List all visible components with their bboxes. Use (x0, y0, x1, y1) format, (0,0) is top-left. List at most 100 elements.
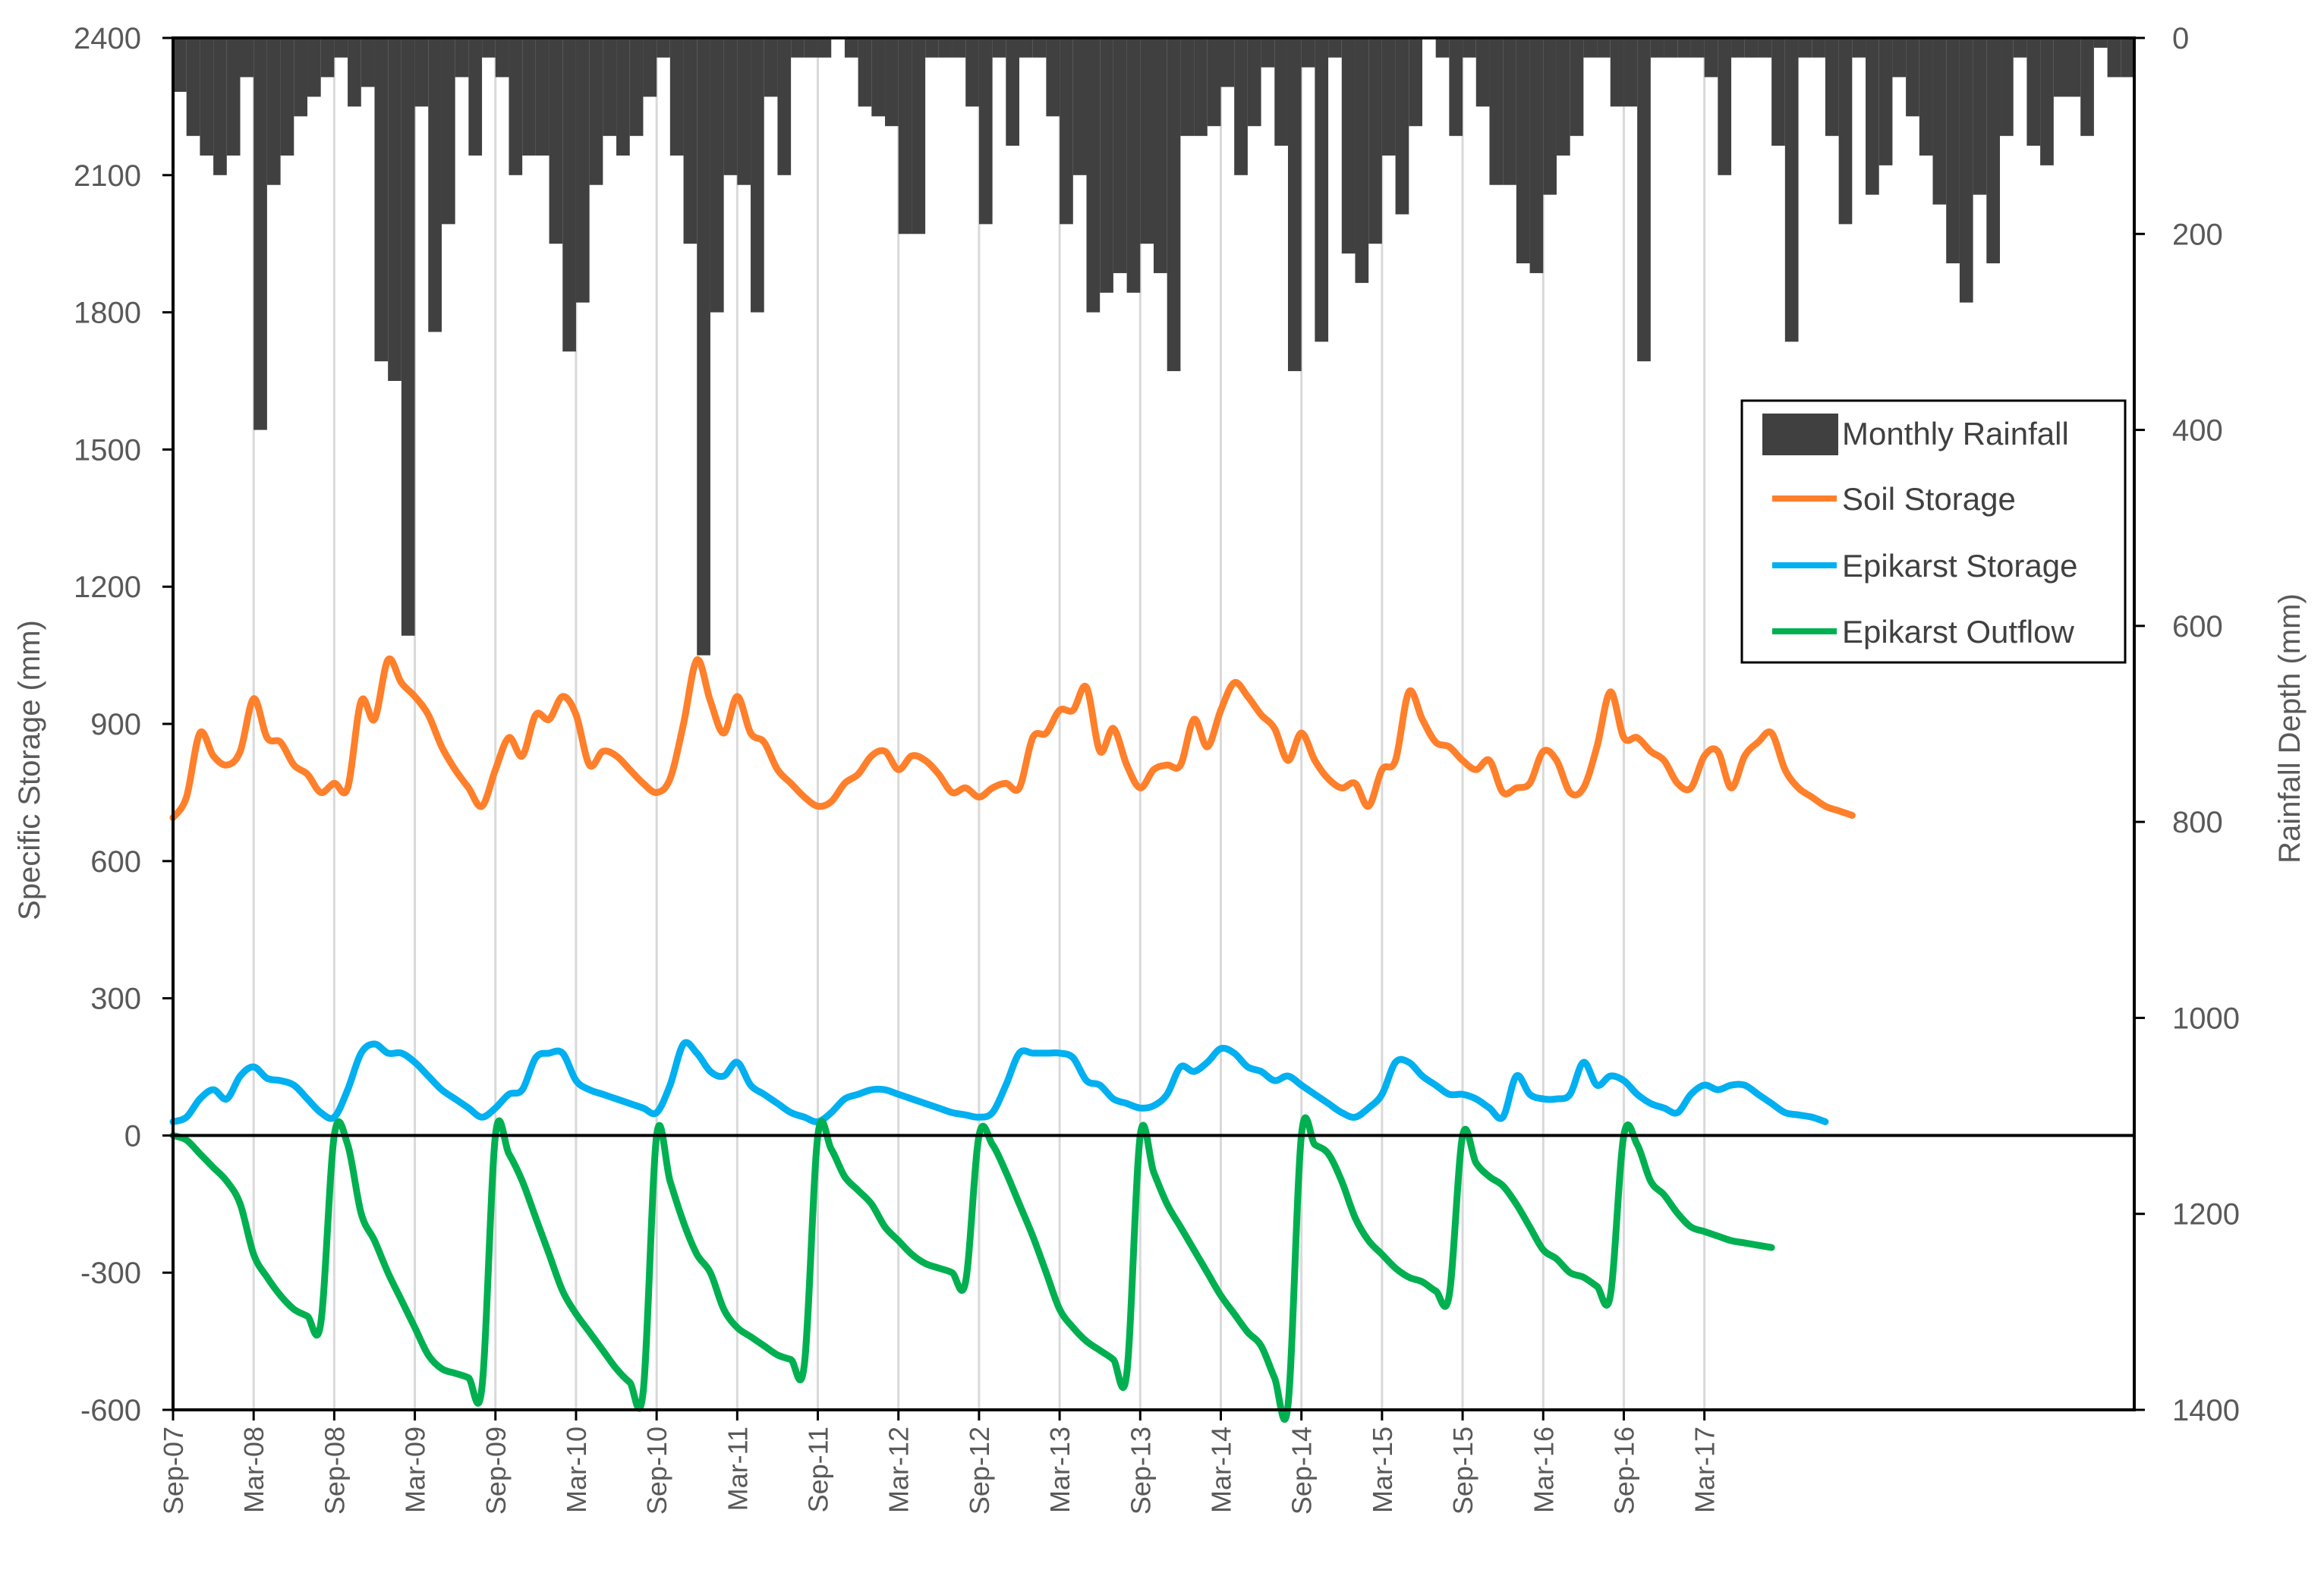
rainfall-bar (1677, 38, 1691, 58)
tick-labels: Sep-07 Mar-08 Sep-08 Mar-09 Sep-09 Mar-10 Sep-… (74, 22, 2240, 1515)
rainfall-bar (348, 38, 361, 107)
rainfall-bar (1274, 38, 1288, 146)
x-tick-label: Sep-07 (158, 1427, 189, 1515)
x-tick-label: Mar-13 (1044, 1427, 1075, 1513)
rainfall-bar (401, 38, 415, 636)
rainfall-bar (683, 38, 698, 244)
rainfall-bar (1852, 38, 1866, 58)
y2-tick-label: 1400 (2172, 1394, 2240, 1427)
rainfall-bar (2067, 38, 2081, 97)
rainfall-bar (965, 38, 979, 107)
rainfall-bar (1946, 38, 1960, 264)
x-tick-label: Mar-09 (400, 1427, 431, 1513)
rainfall-bar (334, 38, 348, 58)
x-tick-label: Mar-16 (1528, 1427, 1559, 1513)
rainfall-bar (1046, 38, 1060, 117)
rainfall-bar (1825, 38, 1839, 137)
legend-swatch-rainfall (1762, 414, 1838, 455)
gridlines (252, 38, 1706, 1410)
rainfall-bar (1194, 38, 1208, 137)
rainfall-bar (200, 38, 214, 156)
rainfall-bar (294, 38, 307, 117)
rainfall-bar (1932, 38, 1947, 205)
rainfall-bar (1597, 38, 1611, 58)
rainfall-bar (1355, 38, 1369, 283)
rainfall-bar (764, 38, 778, 97)
x-tick-label: Sep-16 (1608, 1427, 1639, 1515)
rainfall-bar (2040, 38, 2054, 165)
rainfall-bar (1690, 38, 1705, 58)
rainfall-bar (226, 38, 241, 156)
rainfall-bar (307, 38, 321, 97)
rainfall-bar (1072, 38, 1087, 175)
rainfall-bar (575, 38, 590, 303)
y2-tick-label: 1200 (2172, 1198, 2240, 1232)
rainfall-bar (710, 38, 724, 313)
rainfall-bar (1341, 38, 1356, 254)
rainfall-bar (1060, 38, 1073, 225)
rainfall-bar (1395, 38, 1409, 215)
rainfall-bar (751, 38, 764, 313)
rainfall-bar (1328, 38, 1342, 58)
rainfall-bar (1758, 38, 1772, 58)
legend-label-epikarst-storage: Epikarst Storage (1842, 548, 2078, 584)
rainfall-bar (1529, 38, 1544, 273)
x-tick-label: Sep-13 (1125, 1427, 1156, 1515)
y-tick-label: 0 (124, 1119, 141, 1153)
rainfall-bar (1368, 38, 1382, 244)
rainfall-bar (173, 38, 187, 93)
rainfall-bar (723, 38, 738, 175)
rainfall-bar (2000, 38, 2014, 137)
rainfall-bar (1180, 38, 1195, 137)
rainfall-bar (213, 38, 227, 175)
rainfall-bar (186, 38, 200, 137)
rainfall-bar (1986, 38, 2001, 264)
rainfall-bar (898, 38, 912, 234)
rainfall-bar (1570, 38, 1584, 137)
x-tick-label: Sep-10 (641, 1427, 672, 1515)
rainfall-bar (455, 38, 469, 77)
x-tick-label: Mar-10 (561, 1427, 592, 1513)
x-tick-label: Mar-17 (1689, 1427, 1721, 1513)
y2-axis-title: Rainfall Depth (mm) (2273, 593, 2307, 864)
rainfall-bar (1919, 38, 1933, 156)
rainfall-bar (1543, 38, 1557, 195)
rainfall-bar (1812, 38, 1825, 58)
rainfall-bar (361, 38, 375, 87)
rainfall-bar (1973, 38, 1987, 195)
rainfall-bar (657, 38, 670, 58)
rainfall-bar (1086, 38, 1101, 313)
rainfall-bar (1718, 38, 1732, 175)
x-tick-label: Sep-15 (1447, 1427, 1478, 1515)
rainfall-bar (1556, 38, 1570, 156)
rainfall-bar (549, 38, 563, 244)
rainfall-bar (1516, 38, 1530, 264)
rainfall-bar (374, 38, 389, 362)
y2-tick-label: 1000 (2172, 1002, 2240, 1035)
rainfall-bar (1449, 38, 1463, 137)
rainfall-bar (885, 38, 899, 127)
rainfall-bar (1650, 38, 1664, 58)
y-tick-label: -600 (80, 1394, 141, 1427)
rainfall-bar (1315, 38, 1329, 342)
rainfall-bar (737, 38, 751, 185)
rainfall-bar (1664, 38, 1678, 58)
rainfall-bar (589, 38, 603, 185)
rainfall-bar (1261, 38, 1275, 68)
rainfall-bar (1503, 38, 1516, 185)
rainfall-bar (1006, 38, 1020, 146)
series-line-soil-storage (169, 655, 1856, 822)
rainfall-bar (1381, 38, 1396, 156)
legend-label-soil: Soil Storage (1842, 481, 2016, 517)
rainfall-bar (1234, 38, 1248, 175)
rainfall-bar (522, 38, 536, 156)
rainfall-bar (844, 38, 858, 58)
rainfall-bar (1489, 38, 1504, 185)
x-tick-label: Mar-11 (722, 1427, 753, 1511)
x-tick-label: Mar-14 (1205, 1427, 1236, 1513)
rainfall-bar (1731, 38, 1745, 58)
rainfall-bar (468, 38, 483, 156)
rainfall-bar (266, 38, 281, 185)
rainfall-bar (1475, 38, 1490, 107)
